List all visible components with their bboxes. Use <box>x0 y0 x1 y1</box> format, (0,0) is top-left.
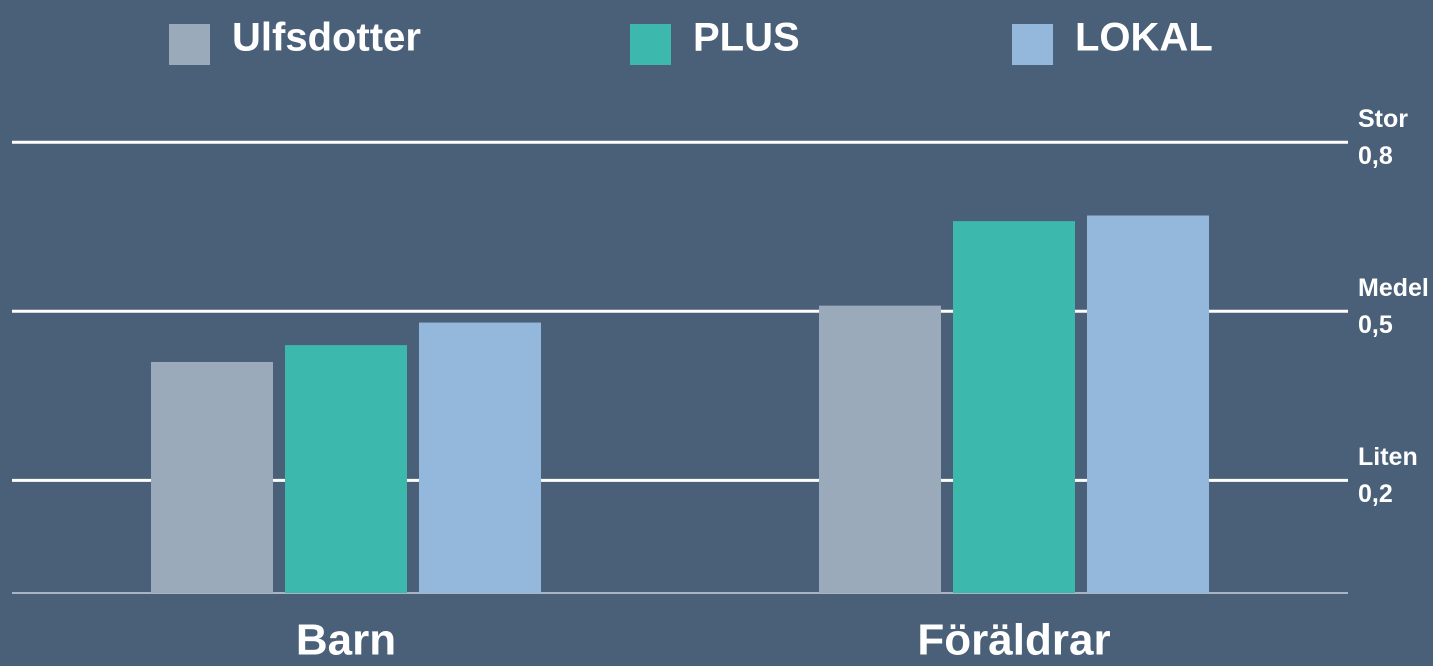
x-tick-label: Föräldrar <box>917 616 1110 665</box>
y-tick-label: 0,8 <box>1358 142 1393 170</box>
y-tick-name: Stor <box>1358 105 1408 133</box>
legend-label: LOKAL <box>1075 16 1213 60</box>
legend-swatch <box>630 24 671 65</box>
x-tick-label: Barn <box>296 616 396 665</box>
bar <box>419 322 541 593</box>
y-tick-name: Medel <box>1358 274 1429 302</box>
bar <box>1087 215 1209 593</box>
bar <box>285 345 407 593</box>
y-tick-label: 0,2 <box>1358 480 1393 508</box>
legend-swatch <box>1012 24 1053 65</box>
legend-swatch <box>169 24 210 65</box>
legend-label: Ulfsdotter <box>232 16 421 60</box>
y-tick-name: Liten <box>1358 443 1418 471</box>
legend-label: PLUS <box>693 16 800 60</box>
bar <box>953 221 1075 593</box>
bar <box>819 305 941 593</box>
y-tick-label: 0,5 <box>1358 311 1393 339</box>
bar <box>151 361 273 593</box>
